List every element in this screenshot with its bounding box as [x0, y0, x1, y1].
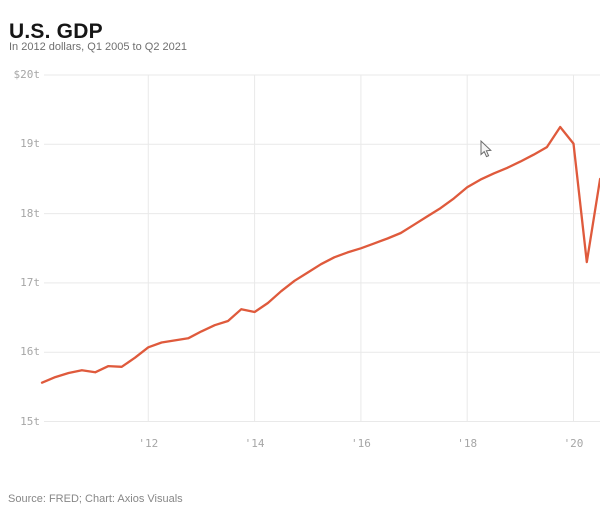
- y-tick-label: 15t: [20, 414, 40, 428]
- y-tick-label: 18t: [20, 206, 40, 220]
- y-tick-label: 19t: [20, 137, 40, 151]
- page-title: U.S. GDP: [9, 20, 103, 44]
- y-tick-label: $20t: [13, 68, 41, 81]
- x-tick-label: '20: [563, 437, 584, 450]
- x-tick-label: '14: [244, 437, 265, 450]
- source-credit: Source: FRED; Chart: Axios Visuals: [8, 493, 183, 505]
- x-tick-label: '18: [457, 437, 478, 450]
- chart-subtitle: In 2012 dollars, Q1 2005 to Q2 2021: [9, 41, 187, 53]
- x-tick-label: '12: [138, 437, 159, 450]
- y-tick-label: 16t: [20, 345, 40, 359]
- gdp-line-series: [40, 125, 600, 384]
- x-tick-label: '16: [350, 437, 371, 450]
- mouse-cursor-icon: [480, 139, 492, 158]
- gridlines: [44, 74, 600, 422]
- y-tick-label: 17t: [20, 275, 40, 289]
